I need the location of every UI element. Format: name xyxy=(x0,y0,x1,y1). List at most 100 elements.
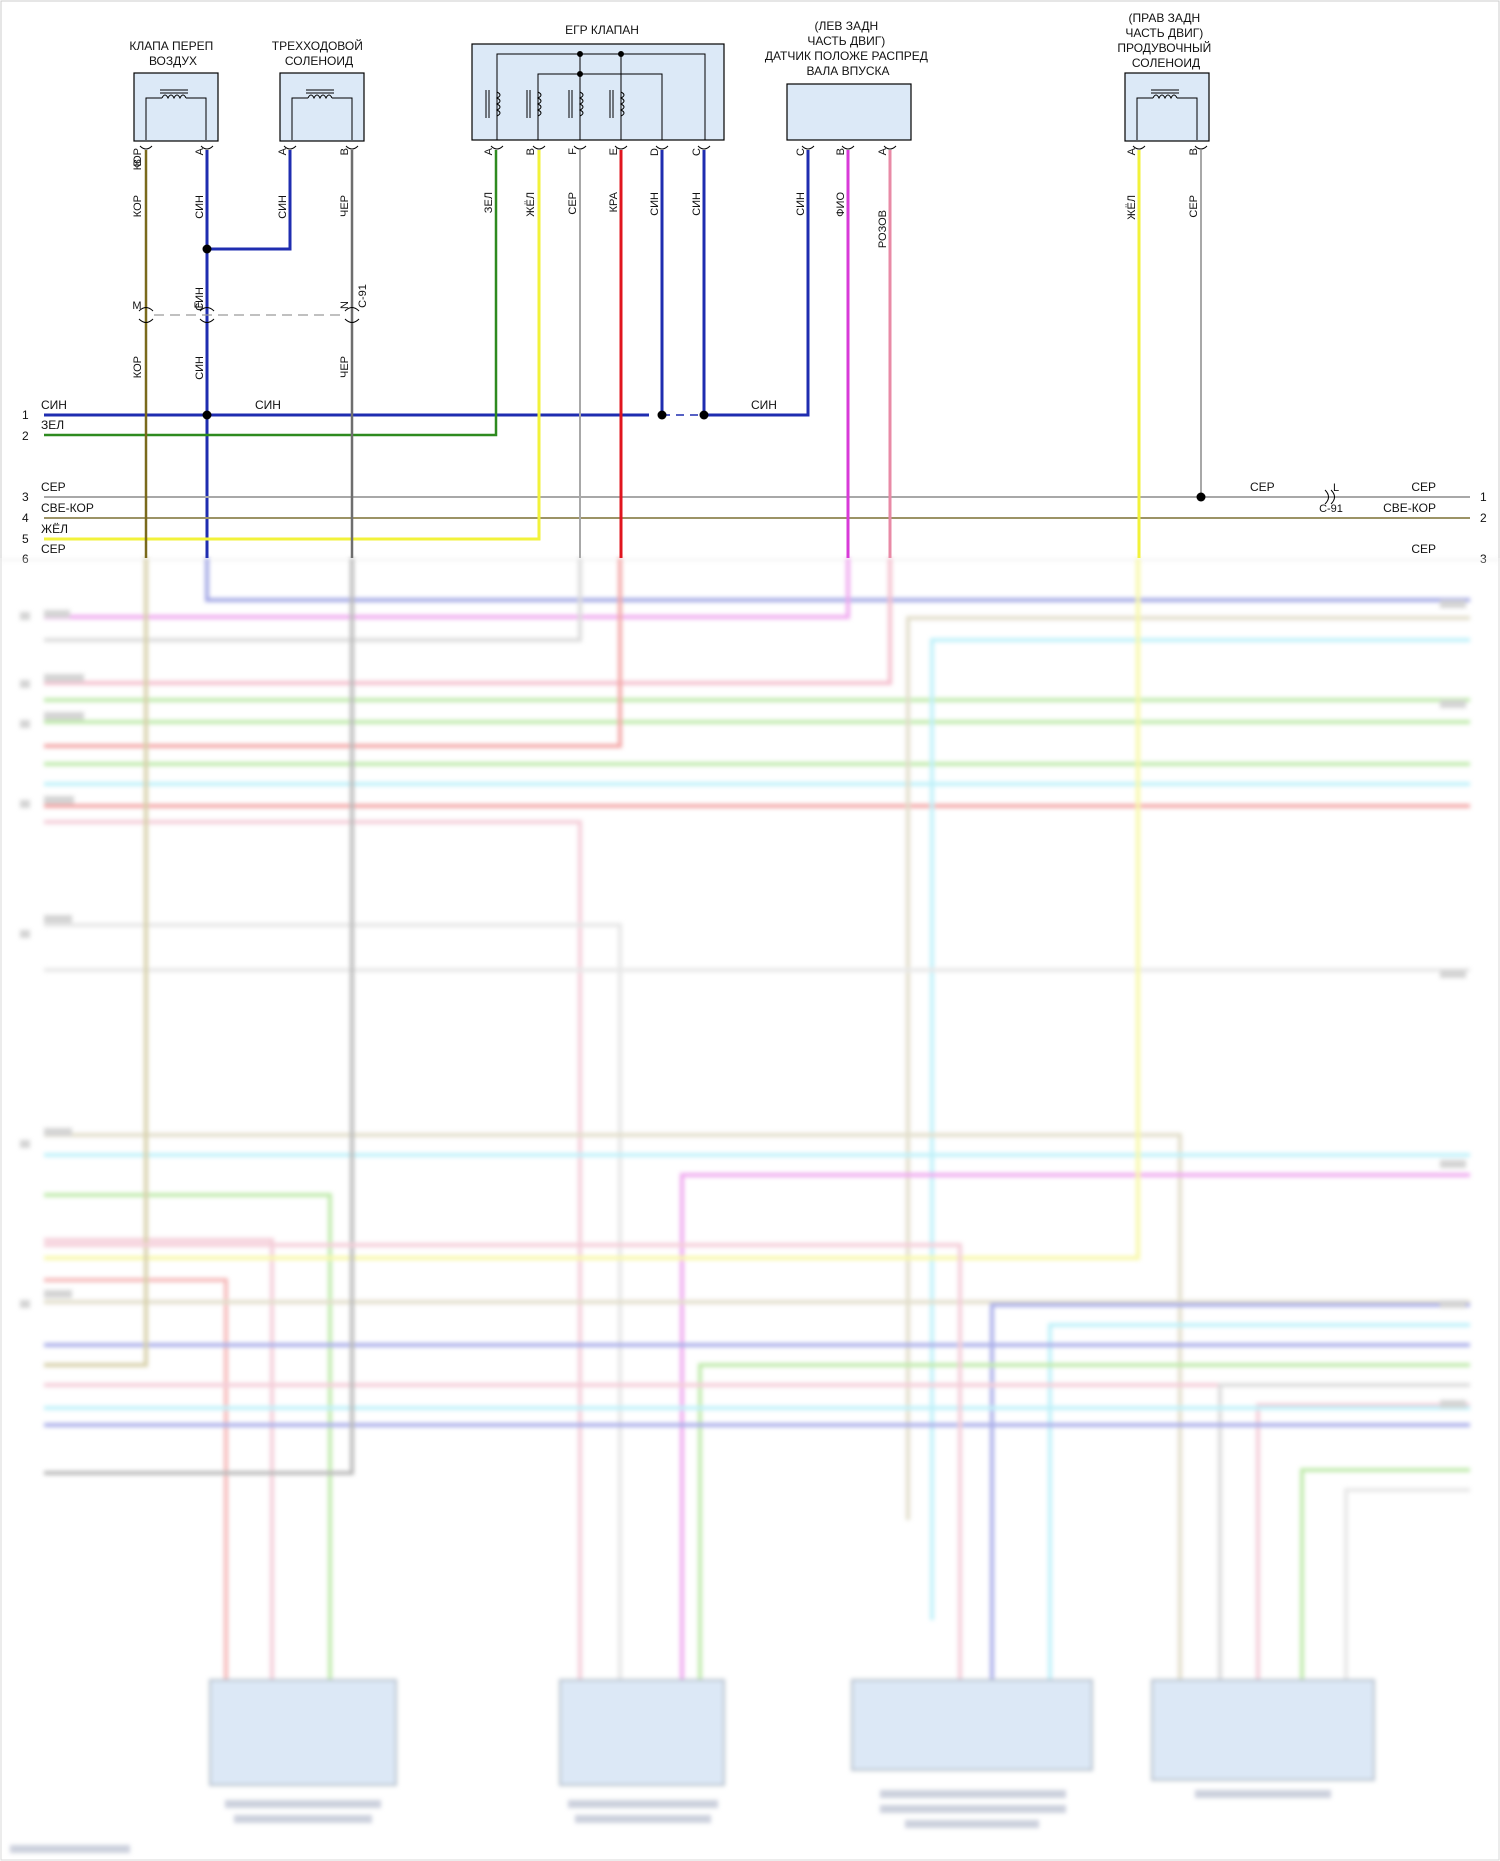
wire-gray-lower xyxy=(44,558,582,642)
splice-upper-label: СИН xyxy=(194,287,206,311)
coil-icon xyxy=(1136,89,1198,140)
pin-egr-b: B xyxy=(525,148,537,155)
c91-pin-f: F xyxy=(193,301,205,308)
pin-cam-a: A xyxy=(877,147,889,155)
row-1-number: 1 xyxy=(22,408,29,422)
pin-egr-a-wire: ЗЕЛ xyxy=(483,192,495,213)
svg-text:КЛАПА ПЕРЕП ВОЗДУХ: КЛАПА ПЕРЕП ВОЗДУХ xyxy=(129,39,216,68)
mid-label-blue-1: СИН xyxy=(255,398,281,412)
wire-cyan-2 xyxy=(930,638,1470,1620)
wire-magenta-2 xyxy=(680,1173,1470,1700)
mid-label-gray: СЕР xyxy=(1250,480,1275,494)
row-4-number: 4 xyxy=(22,511,29,525)
wire-tan-4 xyxy=(44,558,148,1367)
pin-three-way-b: B xyxy=(339,148,351,155)
wire-red-lower xyxy=(44,558,622,748)
pin-air-valve-b: B xyxy=(132,159,144,166)
pin-purge-b: B xyxy=(1188,148,1200,155)
cam-sensor-box xyxy=(786,83,912,141)
component-air-valve: КЛАПА ПЕРЕП ВОЗДУХ xyxy=(129,39,219,142)
row-6-wire: СЕР xyxy=(41,542,66,556)
coil-icon xyxy=(485,90,625,118)
wire-blue-lower xyxy=(205,558,1470,602)
svg-text:M: M xyxy=(132,300,141,312)
wire-tan-2 xyxy=(44,1133,1182,1700)
wire-gray-6 xyxy=(44,558,354,1475)
wire-red-3 xyxy=(44,1278,228,1700)
wire-pink-lower-1 xyxy=(44,558,892,685)
egr-box xyxy=(471,43,725,141)
right-connector-rows: СЕР 1 СВЕ-КОР 2 СЕР 3 xyxy=(1383,480,1487,566)
pin-cam-a-wire: РОЗОВ xyxy=(877,210,889,248)
right-row-1-wire: СЕР xyxy=(1411,480,1436,494)
mid-wire-labels: СИН СИН СЕР xyxy=(255,398,1275,494)
wire-tan-1 xyxy=(906,616,1470,1520)
pin-air-valve-b-wire: КОР xyxy=(132,148,144,170)
row-5-number: 5 xyxy=(22,532,29,546)
row-5-wire: ЖЁЛ xyxy=(41,522,68,536)
coil-icon xyxy=(291,89,353,140)
right-row-1-number: 1 xyxy=(1480,490,1487,504)
c91-pin-l: L xyxy=(1333,482,1339,494)
pin-air-valve-b-wire-2: КОР xyxy=(132,195,144,217)
air-valve-box xyxy=(133,72,219,142)
pin-cam-b-wire: ФИО xyxy=(835,192,847,217)
wire-blue-cam xyxy=(704,150,810,417)
c91-label-right: C-91 xyxy=(1319,503,1343,515)
air-valve-title-2: ВОЗДУХ xyxy=(149,54,197,68)
purge-title-1: (ПРАВ ЗАДН xyxy=(1129,11,1201,25)
wire-magenta-lower xyxy=(44,558,850,619)
air-valve-title-1: КЛАПА ПЕРЕП xyxy=(129,39,213,53)
splice-point xyxy=(699,410,709,420)
pin-air-valve-a: A xyxy=(194,147,206,155)
pin-egr-e: E xyxy=(608,148,620,155)
c91-wire-f: СИН xyxy=(194,356,206,380)
connector-c91: M F N C-91 L C-91 xyxy=(132,284,1343,515)
coil-icon xyxy=(145,89,207,140)
row-6-number: 6 xyxy=(22,552,29,566)
row-1-wire: СИН xyxy=(41,398,67,412)
three-way-title-1: ТРЕХХОДОВОЙ xyxy=(272,38,363,53)
wire-green-row2 xyxy=(44,150,498,437)
pin-purge-b-wire: СЕР xyxy=(1188,195,1200,218)
egr-internal-wiring xyxy=(496,51,706,140)
wire-green-4 xyxy=(44,1193,332,1700)
c91-pin-m: M xyxy=(132,300,141,312)
mid-label-blue-2: СИН xyxy=(751,398,777,412)
wire-pink-6 xyxy=(44,1243,962,1700)
pin-three-way-b-wire: ЧЕР xyxy=(339,195,351,217)
pin-egr-f: F xyxy=(567,148,579,155)
wire-green-5 xyxy=(698,1363,1470,1700)
pin-cam-c-wire: СИН xyxy=(795,192,807,216)
pin-egr-e-wire: КРА xyxy=(608,191,620,212)
pin-cam-b: B xyxy=(835,148,847,155)
pin-egr-d-wire: СИН xyxy=(649,192,661,216)
splice-point xyxy=(202,244,212,254)
row-3-number: 3 xyxy=(22,490,29,504)
wire-cyan-4 xyxy=(1048,1323,1470,1700)
component-cam-sensor: (ЛЕВ ЗАДН ЧАСТЬ ДВИГ) ДАТЧИК ПОЛОЖЕ РАСП… xyxy=(765,19,928,141)
pin-air-valve-a-wire: СИН xyxy=(194,195,206,219)
purge-title-2: ЧАСТЬ ДВИГ) xyxy=(1125,26,1203,40)
wire-blue-three-way xyxy=(207,150,292,251)
pin-egr-c: C xyxy=(691,148,703,156)
row-2-number: 2 xyxy=(22,429,29,443)
wire-light-green-6 xyxy=(1300,1468,1470,1700)
pin-egr-b-wire: ЖЁЛ xyxy=(525,192,537,217)
row-4-wire: СВЕ-КОР xyxy=(41,501,94,515)
wire-yellow-row5 xyxy=(44,150,541,541)
c91-pin-n: N xyxy=(339,301,351,309)
splice-point xyxy=(202,410,212,420)
wire-pink-5 xyxy=(1256,1403,1470,1700)
pin-egr-d: D xyxy=(649,148,661,156)
lower-component-3 xyxy=(851,1679,1093,1771)
three-way-title-2: СОЛЕНОИД xyxy=(285,54,353,68)
cam-sensor-title-4: ВАЛА ВПУСКА xyxy=(807,64,890,78)
wire-pink-3 xyxy=(44,1238,274,1700)
purge-title-4: СОЛЕНОИД xyxy=(1132,56,1200,70)
lower-components xyxy=(209,1679,1375,1786)
three-way-box xyxy=(279,72,365,142)
cam-sensor-title-1: (ЛЕВ ЗАДН xyxy=(815,19,879,33)
pin-cam-c: C xyxy=(795,148,807,156)
